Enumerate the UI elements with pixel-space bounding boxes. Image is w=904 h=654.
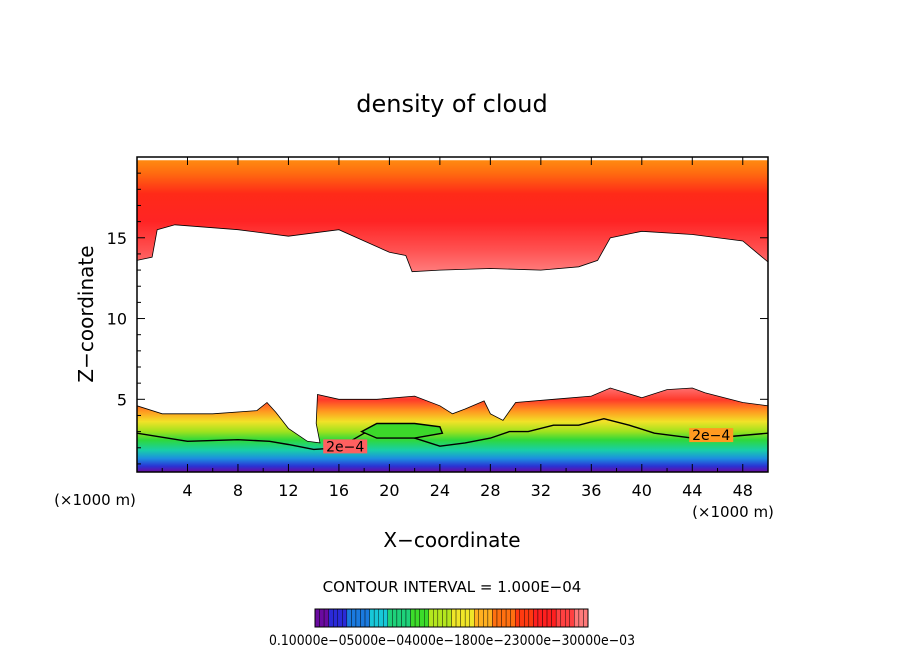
colorbar-cell	[464, 608, 470, 628]
x-tick-label: 28	[480, 481, 500, 500]
colorbar-cell	[433, 608, 439, 628]
colorbar-cell	[574, 608, 580, 628]
colorbar-cell	[569, 608, 575, 628]
x-tick-label: 16	[329, 481, 349, 500]
colorbar-cell	[474, 608, 480, 628]
colorbar-cell	[583, 608, 589, 628]
colorbar-cell	[496, 608, 502, 628]
upper-cloud-layer	[137, 160, 768, 272]
x-unit-right: (×1000 m)	[692, 503, 774, 521]
colorbar-cell	[524, 608, 530, 628]
colorbar-cell	[487, 608, 493, 628]
colorbar-cell	[505, 608, 511, 628]
x-unit-left: (×1000 m)	[54, 491, 136, 509]
colorbar-cell	[383, 608, 389, 628]
colorbar-cell	[369, 608, 375, 628]
colorbar-cell	[387, 608, 393, 628]
colorbar-cell	[560, 608, 566, 628]
x-tick-label: 8	[233, 481, 243, 500]
colorbar-cell	[551, 608, 557, 628]
colorbar-cell	[442, 608, 448, 628]
x-tick-label: 40	[632, 481, 652, 500]
colorbar-cell	[342, 608, 348, 628]
chart-title: density of cloud	[356, 90, 547, 118]
colorbar-cell	[424, 608, 429, 628]
contour-label-bg	[323, 439, 368, 454]
colorbar-cell	[414, 608, 420, 628]
colorbar-labels: 0.10000e−05000e−04000e−1800e−23000e−3000…	[269, 633, 635, 649]
colorbar-cell	[378, 608, 384, 628]
colorbar-cell	[360, 608, 366, 628]
colorbar-cell	[373, 608, 379, 628]
colorbar-cell	[428, 608, 434, 628]
colorbar-cell	[515, 608, 520, 628]
contour-label: 2e−4	[326, 439, 364, 455]
x-tick-label: 44	[682, 481, 702, 500]
colorbar-cell	[401, 608, 407, 628]
y-axis-label: Z−coordinate	[74, 245, 98, 382]
colorbar-cell	[392, 608, 398, 628]
colorbar-cell	[351, 608, 357, 628]
green-cloud-core	[359, 422, 444, 439]
contour-label-bg	[689, 428, 734, 443]
colorbar-cell	[446, 608, 452, 628]
colorbar-cell	[355, 608, 361, 628]
colorbar-cell	[451, 608, 457, 628]
colorbar-cell	[333, 608, 338, 628]
colorbar	[314, 608, 589, 628]
colorbar-cell	[460, 608, 466, 628]
plot-frame	[136, 156, 769, 473]
x-axis-ticks: 4 8 12 16 20 24 28 32 36 40 44 48	[161, 157, 753, 500]
colorbar-cell	[337, 608, 343, 628]
x-tick-label: 12	[278, 481, 298, 500]
colorbar-cell	[501, 608, 507, 628]
colorbar-cell	[346, 608, 352, 628]
colorbar-cell	[478, 608, 484, 628]
colorbar-cell	[419, 608, 425, 628]
colorbar-cell	[578, 608, 584, 628]
colorbar-cell	[405, 608, 411, 628]
colorbar-cell	[410, 608, 416, 628]
colorbar-cell	[492, 608, 498, 628]
colorbar-cell	[510, 608, 516, 628]
colorbar-cell	[437, 608, 443, 628]
colorbar-cell	[328, 608, 334, 628]
colorbar-cell	[323, 608, 329, 628]
colorbar-cell	[528, 608, 534, 628]
y-tick-label: 5	[117, 390, 127, 409]
x-tick-label: 48	[733, 481, 753, 500]
colorbar-cell	[483, 608, 489, 628]
contour-2e-4-line	[137, 417, 768, 451]
colorbar-cell	[455, 608, 461, 628]
contour-label: 2e−4	[692, 428, 730, 444]
colorbar-cell	[565, 608, 571, 628]
colorbar-frame	[314, 608, 589, 628]
colorbar-cell	[319, 608, 325, 628]
x-tick-label: 4	[182, 481, 192, 500]
upper-contour-line	[137, 224, 768, 273]
colorbar-cell	[542, 608, 548, 628]
x-axis-label: X−coordinate	[383, 528, 520, 552]
y-axis-ticks: 5 10 15	[107, 172, 768, 465]
x-tick-label: 32	[531, 481, 551, 500]
contour-labels: 2e−4 2e−4	[323, 428, 734, 455]
colorbar-cell	[396, 608, 402, 628]
colorbar-cell	[546, 608, 552, 628]
colorbar-cell	[469, 608, 475, 628]
colorbar-cell	[519, 608, 525, 628]
colorbar-cell	[364, 608, 370, 628]
colorbar-cell	[533, 608, 539, 628]
colorbar-cell	[314, 608, 320, 628]
x-tick-label: 36	[581, 481, 601, 500]
lower-cloud-layer	[137, 388, 768, 472]
contour-interval-text: CONTOUR INTERVAL = 1.000E−04	[323, 578, 582, 596]
x-tick-label: 20	[379, 481, 399, 500]
lower-contour-line	[137, 387, 768, 444]
y-tick-label: 15	[107, 229, 127, 248]
x-tick-label: 24	[430, 481, 450, 500]
y-tick-label: 10	[107, 310, 127, 329]
colorbar-cell	[537, 608, 543, 628]
colorbar-cell	[555, 608, 561, 628]
